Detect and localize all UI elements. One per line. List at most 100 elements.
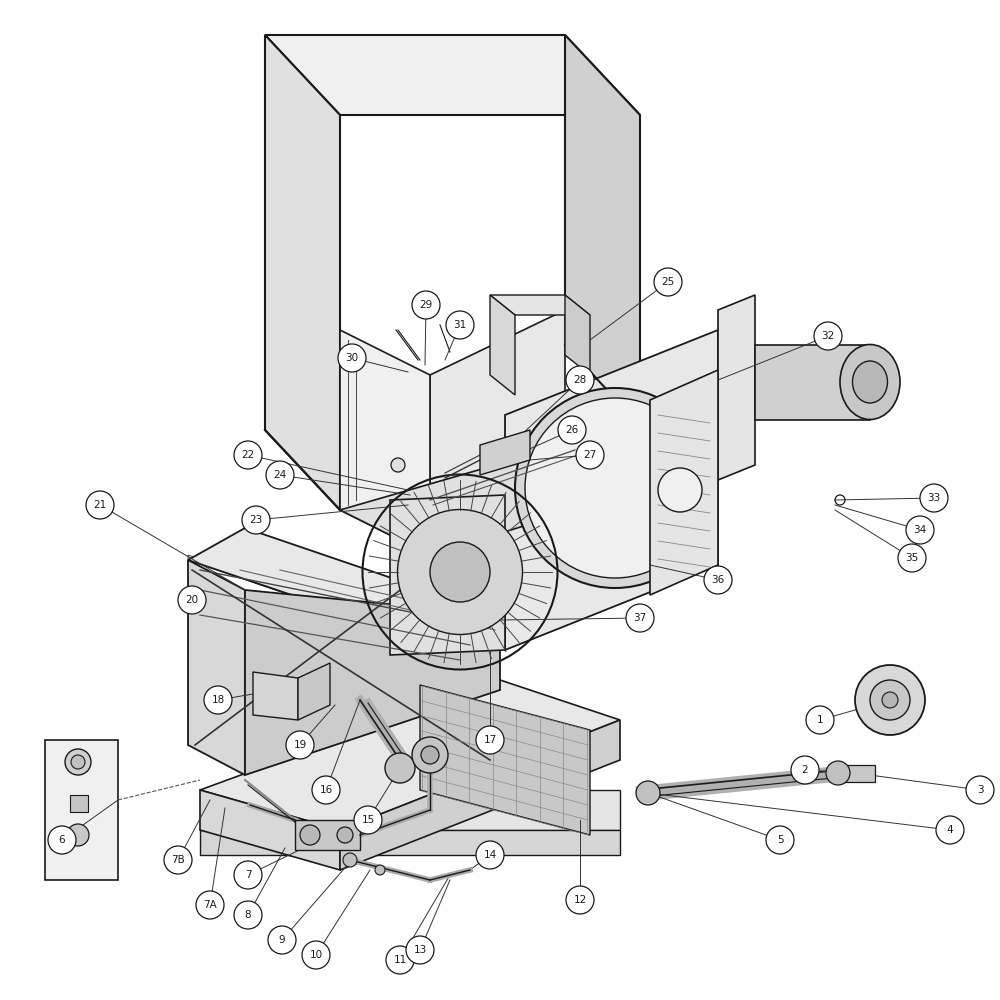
Circle shape — [375, 865, 385, 875]
Polygon shape — [840, 765, 875, 782]
Text: 17: 17 — [483, 735, 497, 745]
Polygon shape — [390, 495, 505, 655]
Circle shape — [654, 268, 682, 296]
Circle shape — [920, 484, 948, 512]
Circle shape — [268, 926, 296, 954]
Circle shape — [566, 886, 594, 914]
Circle shape — [626, 604, 654, 632]
Text: 11: 11 — [393, 955, 407, 965]
Text: 31: 31 — [453, 320, 467, 330]
Text: 28: 28 — [573, 375, 587, 385]
Polygon shape — [565, 35, 640, 425]
Polygon shape — [650, 370, 718, 595]
Text: 30: 30 — [345, 353, 359, 363]
Text: 15: 15 — [361, 815, 375, 825]
Circle shape — [806, 706, 834, 734]
Circle shape — [266, 461, 294, 489]
Polygon shape — [265, 35, 340, 510]
Circle shape — [286, 731, 314, 759]
Circle shape — [446, 311, 474, 339]
Circle shape — [343, 853, 357, 867]
Text: 2: 2 — [802, 765, 808, 775]
Text: 5: 5 — [777, 835, 783, 845]
Polygon shape — [245, 590, 500, 775]
Text: 24: 24 — [273, 470, 287, 480]
Polygon shape — [200, 680, 620, 830]
Circle shape — [898, 544, 926, 572]
Polygon shape — [340, 445, 640, 555]
Polygon shape — [340, 330, 430, 555]
Text: 18: 18 — [211, 695, 225, 705]
Polygon shape — [298, 663, 330, 720]
Ellipse shape — [740, 362, 770, 402]
Circle shape — [386, 946, 414, 974]
Text: 19: 19 — [293, 740, 307, 750]
Circle shape — [515, 388, 715, 588]
Circle shape — [204, 686, 232, 714]
Text: 7B: 7B — [171, 855, 185, 865]
Circle shape — [658, 468, 702, 512]
Polygon shape — [430, 310, 565, 555]
Polygon shape — [295, 820, 360, 850]
Text: 3: 3 — [977, 785, 983, 795]
Text: 29: 29 — [419, 300, 433, 310]
Circle shape — [814, 322, 842, 350]
Polygon shape — [188, 560, 245, 775]
Text: 22: 22 — [241, 450, 255, 460]
Text: 37: 37 — [633, 613, 647, 623]
Polygon shape — [265, 35, 640, 115]
Text: 27: 27 — [583, 450, 597, 460]
Circle shape — [966, 776, 994, 804]
Polygon shape — [253, 672, 298, 720]
Polygon shape — [718, 295, 755, 480]
Polygon shape — [45, 740, 118, 880]
Text: 4: 4 — [947, 825, 953, 835]
Ellipse shape — [852, 361, 888, 403]
Polygon shape — [565, 295, 590, 375]
Circle shape — [412, 291, 440, 319]
Circle shape — [476, 841, 504, 869]
Polygon shape — [480, 430, 530, 475]
Text: 32: 32 — [821, 331, 835, 341]
Circle shape — [421, 746, 439, 764]
Text: 14: 14 — [483, 850, 497, 860]
Text: 1: 1 — [817, 715, 823, 725]
Text: 13: 13 — [413, 945, 427, 955]
Circle shape — [65, 749, 91, 775]
Polygon shape — [200, 790, 620, 830]
Text: 21: 21 — [93, 500, 107, 510]
Ellipse shape — [398, 510, 522, 635]
Circle shape — [406, 936, 434, 964]
Circle shape — [566, 366, 594, 394]
Text: 7A: 7A — [203, 900, 217, 910]
Circle shape — [312, 776, 340, 804]
Polygon shape — [490, 295, 590, 315]
Polygon shape — [200, 830, 620, 855]
Circle shape — [636, 781, 660, 805]
Circle shape — [48, 826, 76, 854]
Text: 16: 16 — [319, 785, 333, 795]
Text: 9: 9 — [279, 935, 285, 945]
Text: 6: 6 — [59, 835, 65, 845]
Ellipse shape — [840, 344, 900, 420]
Circle shape — [234, 861, 262, 889]
Circle shape — [234, 901, 262, 929]
Circle shape — [67, 824, 89, 846]
Polygon shape — [188, 528, 500, 645]
Circle shape — [576, 441, 604, 469]
Circle shape — [86, 491, 114, 519]
Circle shape — [906, 516, 934, 544]
Polygon shape — [490, 295, 515, 395]
Circle shape — [558, 416, 586, 444]
Circle shape — [302, 941, 330, 969]
Polygon shape — [340, 720, 620, 870]
Polygon shape — [188, 555, 420, 640]
Circle shape — [412, 737, 448, 773]
Polygon shape — [200, 790, 340, 870]
Circle shape — [196, 891, 224, 919]
Text: 23: 23 — [249, 515, 263, 525]
Circle shape — [766, 826, 794, 854]
Circle shape — [826, 761, 850, 785]
Text: 34: 34 — [913, 525, 927, 535]
Circle shape — [300, 825, 320, 845]
